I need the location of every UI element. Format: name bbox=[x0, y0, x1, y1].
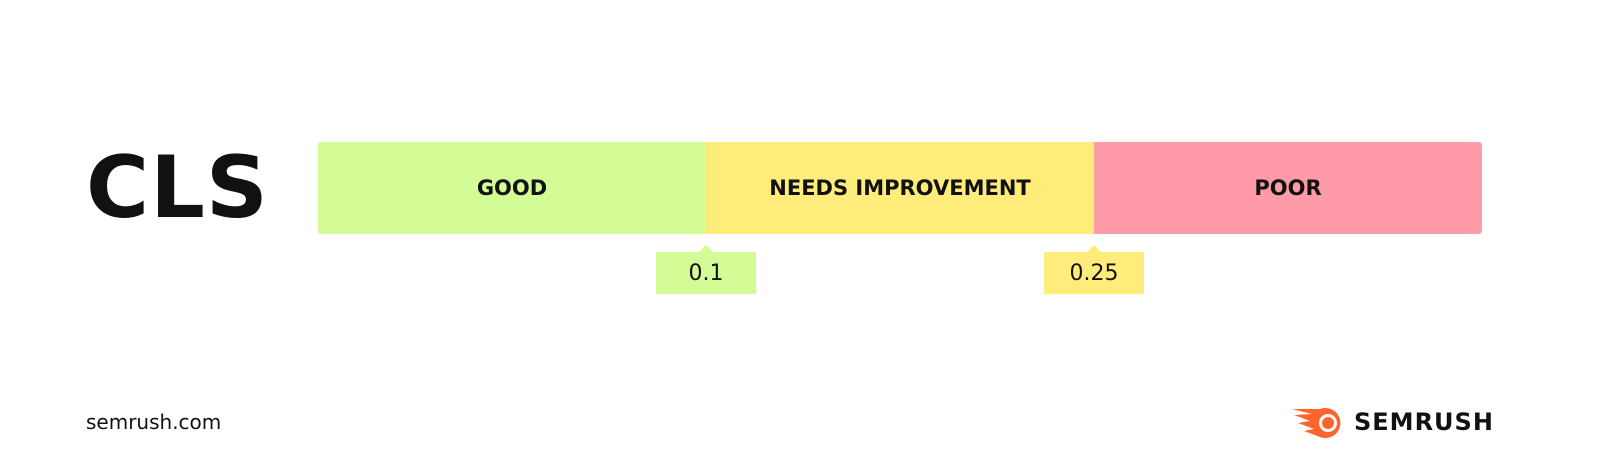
threshold-label-good: 0.1 bbox=[656, 245, 756, 294]
threshold-label-poor: 0.25 bbox=[1044, 245, 1144, 294]
segment-good: GOOD bbox=[318, 142, 706, 234]
site-url: semrush.com bbox=[86, 410, 222, 434]
segment-poor: POOR bbox=[1094, 142, 1482, 234]
metric-title: CLS bbox=[86, 138, 269, 238]
semrush-fireball-icon bbox=[1292, 408, 1341, 438]
threshold-bar: GOOD NEEDS IMPROVEMENT POOR bbox=[318, 142, 1482, 234]
segment-needs-improvement: NEEDS IMPROVEMENT bbox=[706, 142, 1094, 234]
logo-text: SEMRUSH bbox=[1354, 408, 1494, 436]
semrush-logo: SEMRUSH bbox=[1290, 405, 1494, 439]
